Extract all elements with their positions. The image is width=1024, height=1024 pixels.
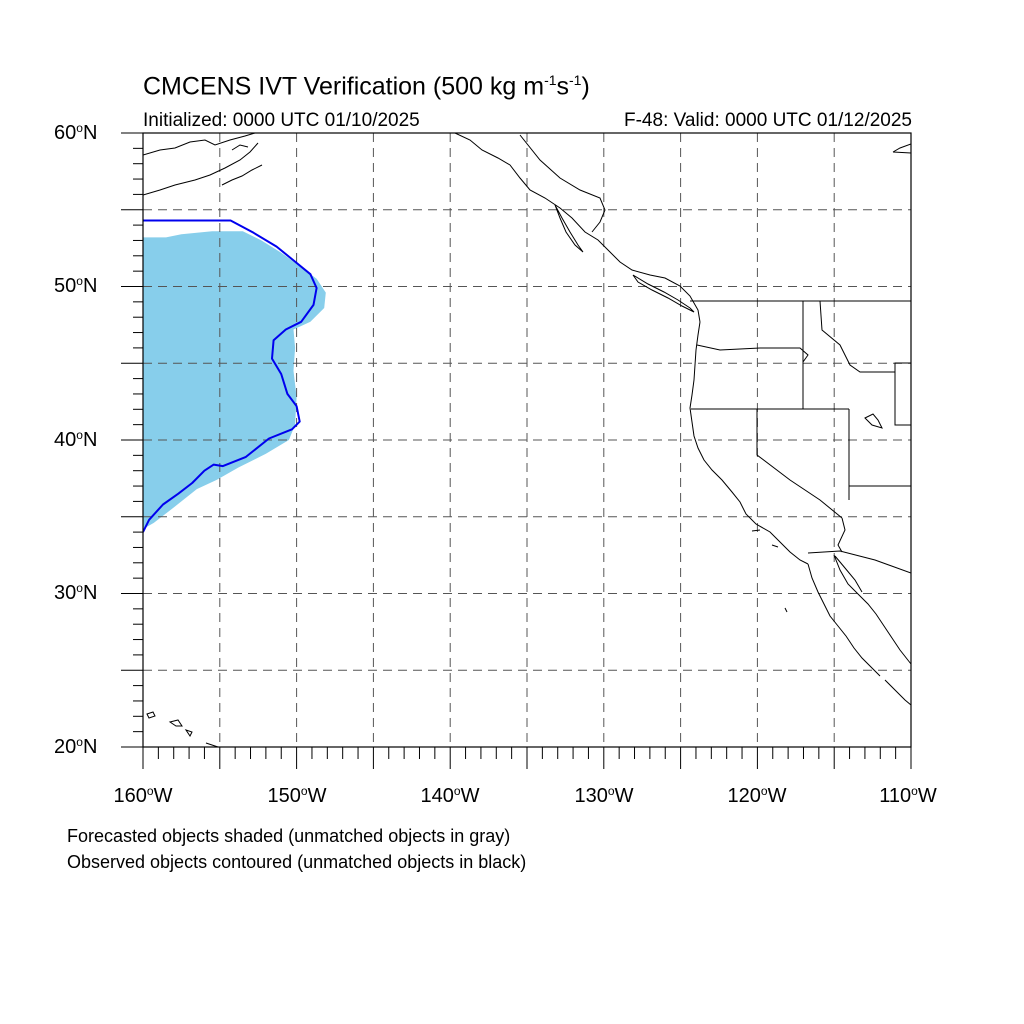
observed-ivt-contour [143, 219, 318, 533]
title: CMCENS IVT Verification (500 kg m-1s-1) [143, 72, 590, 101]
lon-label-120w: 120oW [727, 784, 787, 807]
border-us-mexico [807, 550, 911, 574]
bc-inner-coast [519, 134, 606, 233]
coastline-hudson-corner [892, 143, 911, 154]
observed-objects-layer [143, 219, 318, 533]
plot-frame [142, 132, 912, 748]
axis-ticks [121, 132, 912, 769]
channel-islands [751, 529, 788, 613]
vancouver-island [632, 274, 695, 313]
forecast-ivt-object [143, 231, 326, 529]
observed-note: Observed objects contoured (unmatched ob… [67, 852, 527, 872]
border-ca-az-river [837, 517, 846, 553]
coastline-alaska [143, 133, 259, 196]
border-ca-nv [756, 409, 843, 519]
lon-label-140w: 140oW [420, 784, 480, 807]
coastline-gulf-california [833, 554, 911, 665]
lon-label-130w: 130oW [574, 784, 634, 807]
coastline-us-west [689, 321, 809, 565]
lat-label-30: 30oN [54, 581, 98, 604]
haida-gwaii [554, 204, 584, 253]
lat-label-50: 50oN [54, 274, 98, 297]
forecast-note: Forecasted objects shaded (unmatched obj… [67, 826, 511, 846]
lon-label-150w: 150oW [267, 784, 327, 807]
lon-label-160w: 160oW [113, 784, 173, 807]
great-salt-lake [864, 413, 883, 429]
coastline-bc-panhandle [454, 133, 701, 323]
border-id-mt [802, 300, 895, 409]
forecast-objects-layer [143, 231, 326, 529]
border-wa-or [696, 344, 809, 409]
gridlines [143, 133, 911, 747]
initialized-time: Initialized: 0000 UTC 01/10/2025 [143, 110, 420, 131]
lat-label-20: 20oN [54, 735, 98, 758]
lat-label-40: 40oN [54, 428, 98, 451]
coastline-mainland-mexico [884, 679, 911, 706]
alaska-islands [221, 144, 263, 186]
border-mt-wy [894, 362, 911, 426]
lon-label-110w: 110oW [879, 784, 937, 807]
coastlines-and-borders [143, 133, 911, 747]
valid-time: F-48: Valid: 0000 UTC 01/12/2025 [624, 110, 912, 131]
coastline-baja-west [807, 563, 881, 677]
hawaii-islands [146, 711, 219, 747]
lat-label-60: 60oN [54, 121, 98, 144]
